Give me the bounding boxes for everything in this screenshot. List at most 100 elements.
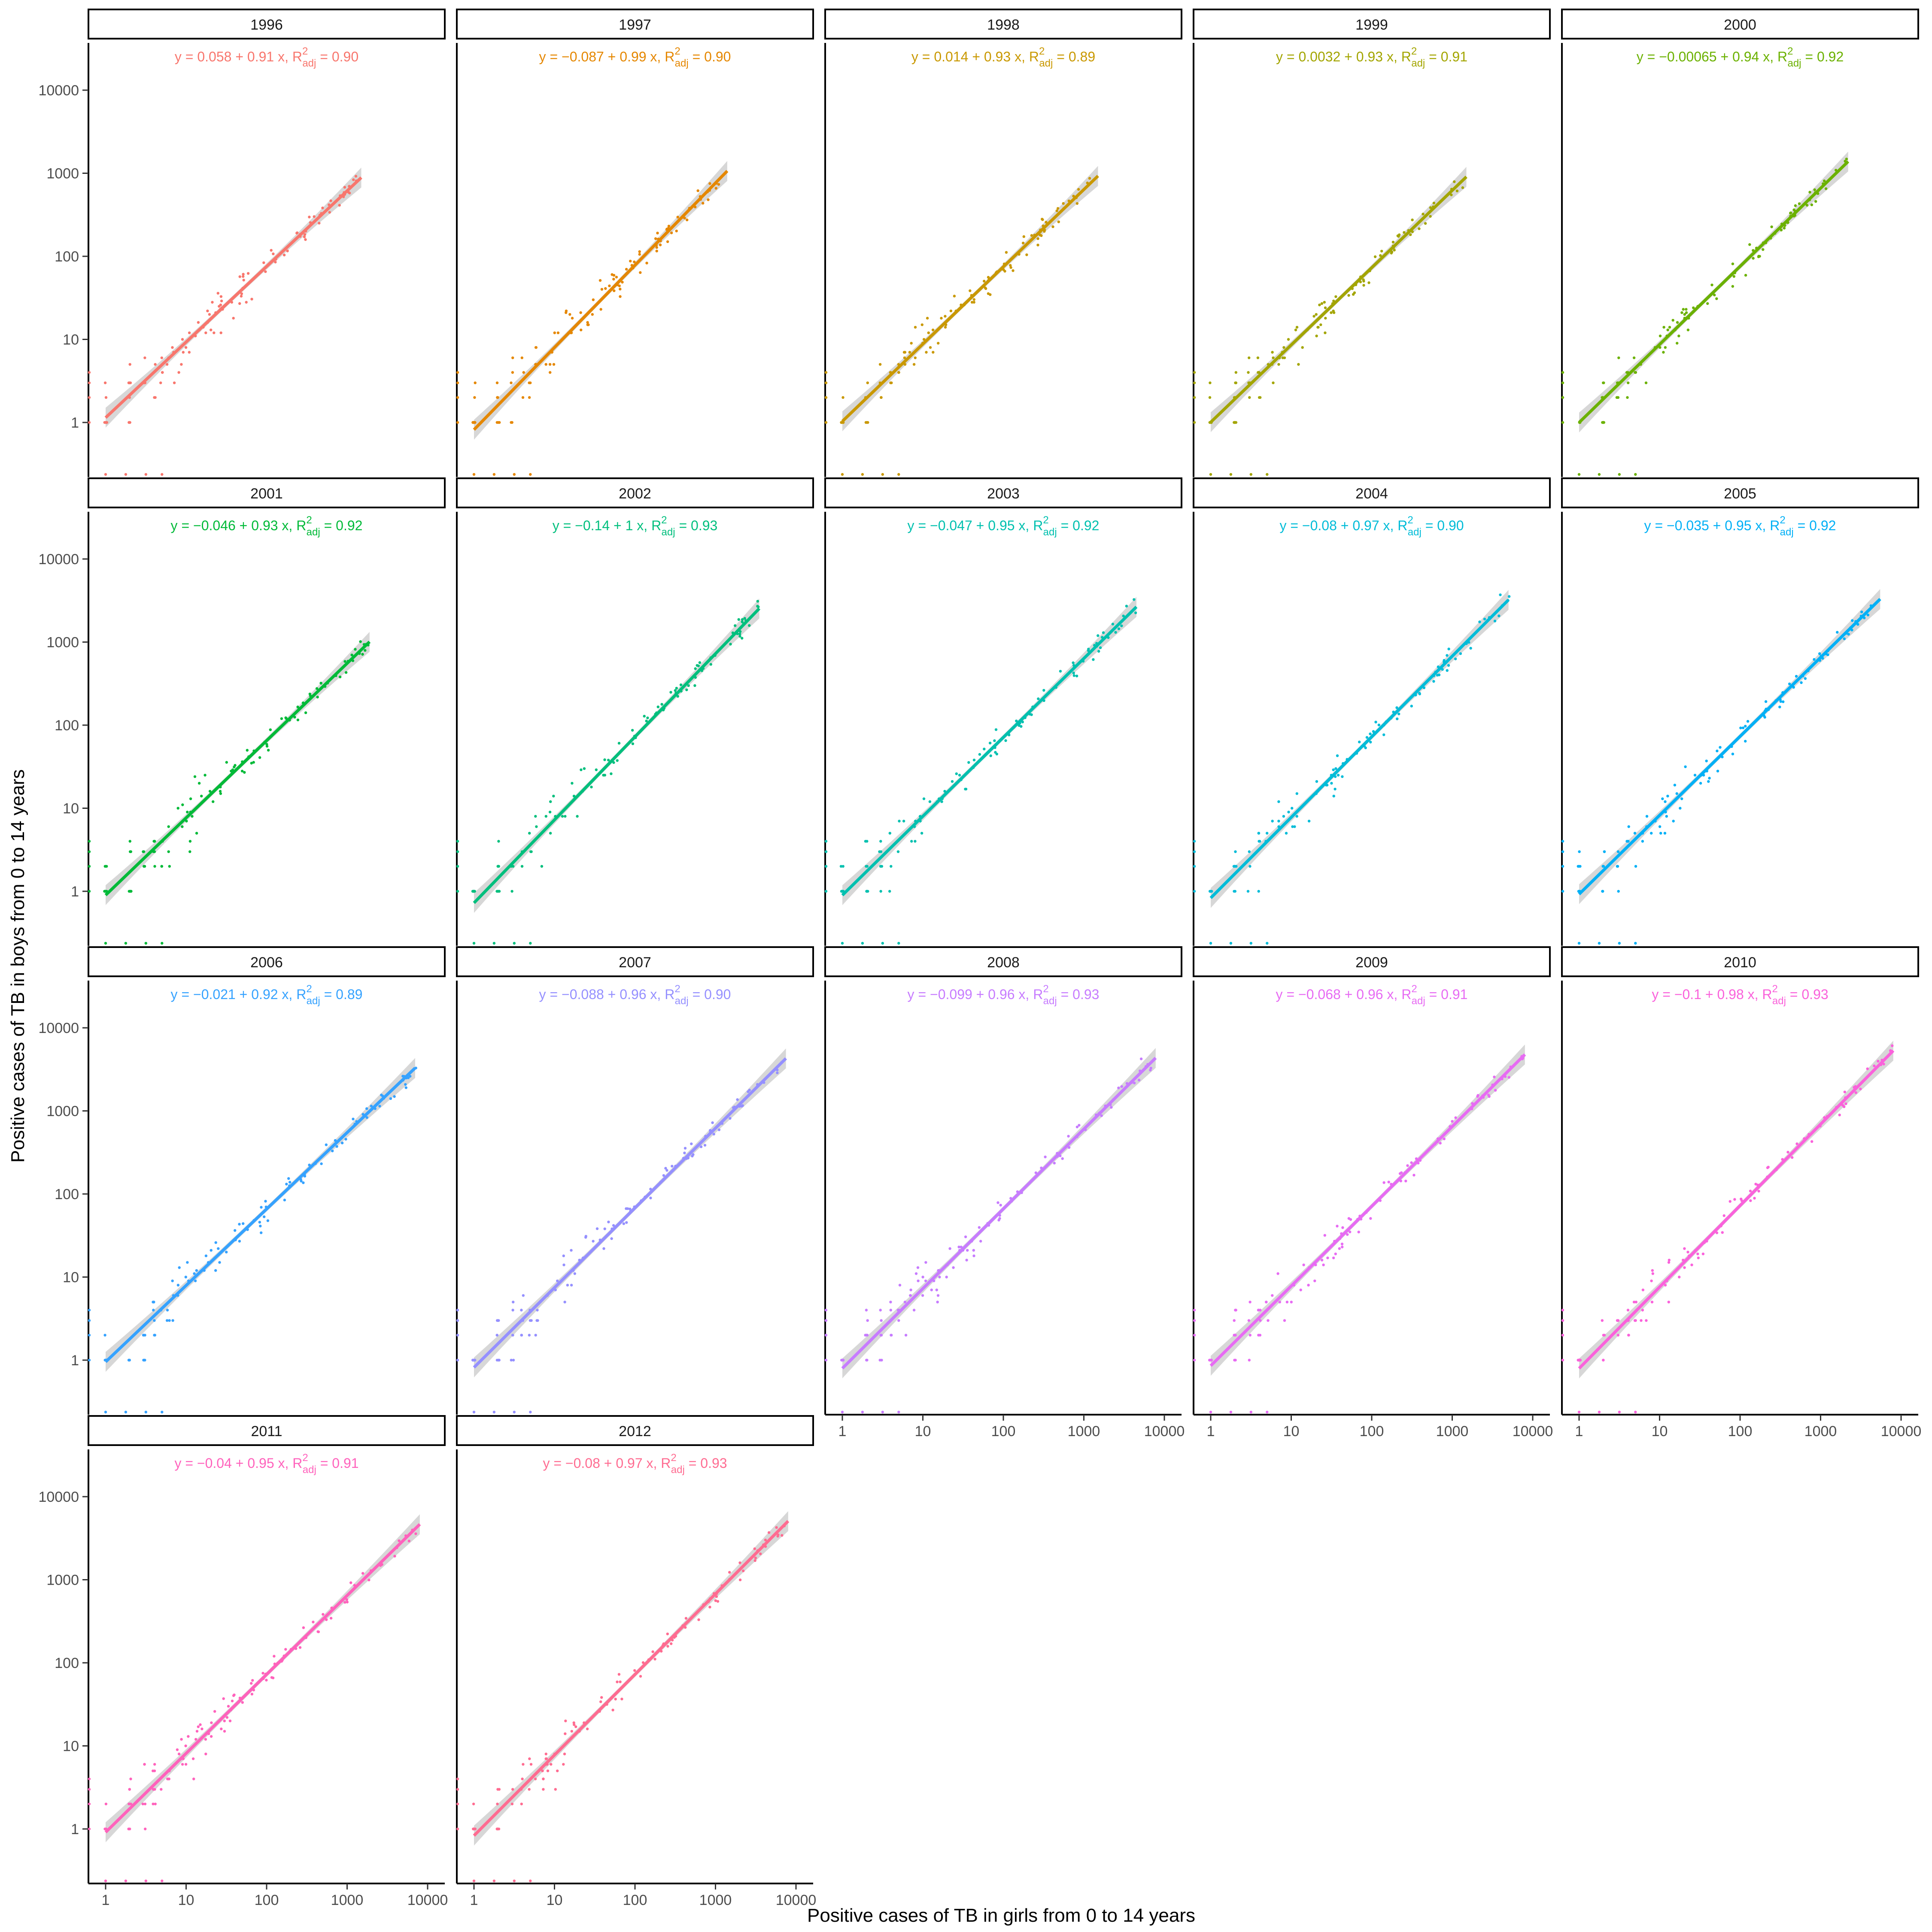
data-point — [1249, 1334, 1252, 1337]
data-point — [1676, 342, 1679, 345]
data-point — [881, 473, 884, 476]
regression-line — [841, 606, 1138, 896]
data-point — [1851, 619, 1854, 622]
data-point — [1122, 614, 1125, 617]
data-point — [365, 1116, 368, 1119]
data-point — [646, 716, 649, 720]
data-point — [747, 1090, 750, 1093]
data-point — [1634, 942, 1637, 945]
data-point — [1561, 840, 1564, 843]
data-point — [572, 795, 576, 798]
data-point — [655, 246, 658, 249]
data-point — [1453, 180, 1456, 183]
y-tick-label: 100 — [55, 1186, 79, 1203]
scatter-points — [88, 175, 358, 476]
data-point — [552, 363, 556, 366]
data-point — [129, 890, 132, 893]
facet-strip — [1561, 477, 1919, 508]
data-point — [214, 1241, 217, 1244]
data-point — [898, 1284, 902, 1287]
data-point — [167, 825, 170, 828]
data-point — [1672, 820, 1675, 823]
data-point — [88, 371, 91, 374]
data-point — [511, 1309, 514, 1312]
data-point — [535, 1319, 538, 1322]
data-point — [615, 276, 618, 279]
data-point — [242, 275, 245, 278]
data-point — [1055, 209, 1058, 213]
regression-equation: y = −0.046 + 0.93 x, R2 adj = 0.92 — [171, 514, 363, 538]
data-point — [404, 1083, 407, 1086]
data-point — [219, 790, 222, 793]
data-point — [1683, 1247, 1686, 1250]
data-point — [1021, 241, 1025, 245]
data-point — [1561, 381, 1564, 384]
data-point — [1078, 1124, 1081, 1127]
data-point — [741, 618, 744, 621]
data-point — [580, 768, 583, 772]
facet-strip-label: 2001 — [250, 486, 283, 502]
data-point — [1004, 739, 1007, 742]
data-point — [262, 261, 265, 264]
data-point — [561, 815, 564, 818]
data-point — [865, 1358, 868, 1362]
data-point — [1422, 213, 1425, 216]
data-point — [619, 295, 622, 298]
data-point — [936, 1294, 940, 1297]
data-point — [1507, 595, 1511, 598]
data-point — [978, 1226, 981, 1229]
data-point — [142, 1334, 145, 1337]
data-point — [1843, 637, 1846, 641]
data-point — [568, 313, 571, 316]
data-point — [495, 421, 499, 424]
data-point — [1673, 784, 1677, 787]
data-point — [1341, 1226, 1344, 1229]
data-point — [510, 1358, 513, 1362]
data-point — [159, 381, 162, 384]
data-point — [191, 815, 194, 818]
data-point — [184, 346, 188, 349]
data-point — [738, 632, 741, 635]
facet-strip — [456, 946, 814, 977]
data-point — [1627, 840, 1630, 843]
x-tick-label: 10 — [547, 1892, 563, 1908]
data-point — [1744, 273, 1747, 277]
data-point — [1633, 832, 1637, 835]
data-point — [1193, 1334, 1196, 1337]
data-point — [616, 759, 619, 762]
data-point — [564, 1719, 567, 1722]
data-point — [1005, 251, 1008, 254]
data-point — [1664, 1284, 1667, 1287]
data-point — [303, 235, 306, 238]
data-point — [176, 807, 179, 810]
data-point — [216, 292, 219, 295]
data-point — [187, 1735, 190, 1738]
data-point — [1602, 381, 1605, 384]
y-tick-label: 10000 — [38, 82, 79, 99]
regression-line — [104, 1523, 421, 1834]
data-point — [692, 1153, 695, 1156]
data-point — [741, 1104, 744, 1107]
data-point — [544, 363, 547, 366]
data-point — [512, 1300, 515, 1303]
data-point — [683, 1151, 686, 1154]
data-point — [1461, 186, 1464, 189]
data-point — [1447, 664, 1450, 667]
facet-strip-label: 2003 — [987, 486, 1020, 502]
data-point — [924, 1279, 927, 1282]
data-point — [234, 1229, 237, 1232]
data-point — [708, 1606, 711, 1609]
data-point — [1087, 647, 1090, 651]
data-point — [903, 356, 906, 359]
data-point — [1618, 942, 1621, 945]
data-point — [529, 473, 532, 476]
data-point — [570, 1284, 573, 1287]
data-point — [472, 1827, 475, 1831]
data-point — [1266, 1410, 1269, 1414]
data-point — [940, 800, 943, 803]
data-point — [204, 1738, 207, 1741]
data-point — [1117, 1086, 1120, 1090]
data-point — [1324, 306, 1327, 310]
data-point — [409, 1075, 412, 1078]
data-point — [1616, 396, 1619, 399]
